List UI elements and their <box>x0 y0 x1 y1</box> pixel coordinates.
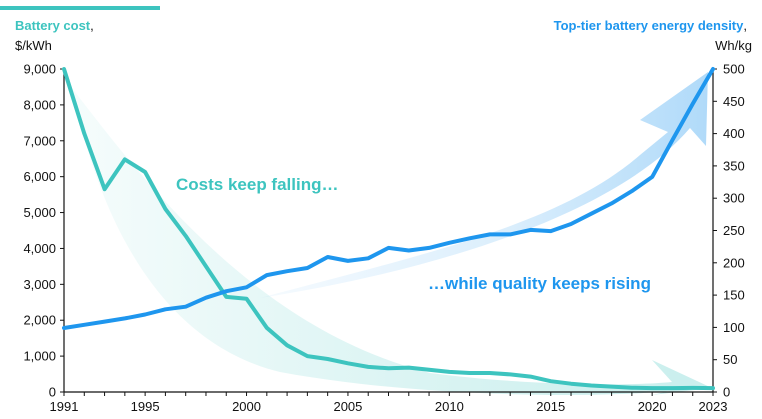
right-axis-ticks: 0 50 100 150 200 250 300 350 400 450 500 <box>713 62 745 400</box>
left-tick-label: 9,000 <box>23 62 56 77</box>
right-tick-label: 150 <box>723 288 745 303</box>
x-tick-label: 2005 <box>333 399 362 414</box>
right-tick-label: 50 <box>723 352 737 367</box>
left-axis-unit: $/kWh <box>15 38 52 53</box>
right-tick-label: 0 <box>723 385 730 400</box>
costs-falling-annotation: Costs keep falling… <box>176 175 338 194</box>
quality-rising-annotation: …while quality keeps rising <box>428 274 651 293</box>
x-tick-label: 1995 <box>131 399 160 414</box>
right-axis-unit: Wh/kg <box>715 38 752 53</box>
right-axis-title: Top-tier battery energy density, <box>554 18 747 33</box>
right-tick-label: 450 <box>723 94 745 109</box>
energy-density-line <box>62 67 715 330</box>
left-tick-label: 4,000 <box>23 241 56 256</box>
right-tick-label: 400 <box>723 126 745 141</box>
left-tick-label: 1,000 <box>23 349 56 364</box>
battery-cost-line <box>62 67 715 391</box>
x-tick-label: 2010 <box>435 399 464 414</box>
rising-trend-arrow <box>260 72 708 298</box>
left-axis-title: Battery cost, <box>15 18 94 33</box>
right-tick-label: 300 <box>723 191 745 206</box>
right-tick-label: 200 <box>723 255 745 270</box>
x-tick-label: 2020 <box>638 399 667 414</box>
left-tick-label: 8,000 <box>23 97 56 112</box>
left-tick-label: 2,000 <box>23 313 56 328</box>
left-axis-ticks: 0 1,000 2,000 3,000 4,000 5,000 6,000 7,000 8,00… <box>23 62 64 400</box>
right-tick-label: 350 <box>723 158 745 173</box>
x-tick-label: 2000 <box>232 399 261 414</box>
x-tick-label: 2015 <box>536 399 565 414</box>
left-tick-label: 7,000 <box>23 133 56 148</box>
left-tick-label: 3,000 <box>23 277 56 292</box>
falling-trend-arrow <box>72 88 712 395</box>
x-axis-ticks: 1991 1995 2000 2005 2010 2015 2020 2023 <box>50 392 728 414</box>
x-tick-label: 1991 <box>50 399 79 414</box>
header-accent-bar <box>0 6 160 10</box>
left-tick-label: 5,000 <box>23 205 56 220</box>
right-tick-label: 250 <box>723 223 745 238</box>
right-tick-label: 500 <box>723 62 745 77</box>
x-tick-label: 2023 <box>699 399 728 414</box>
left-tick-label: 6,000 <box>23 169 56 184</box>
right-tick-label: 100 <box>723 320 745 335</box>
left-tick-label: 0 <box>49 385 56 400</box>
